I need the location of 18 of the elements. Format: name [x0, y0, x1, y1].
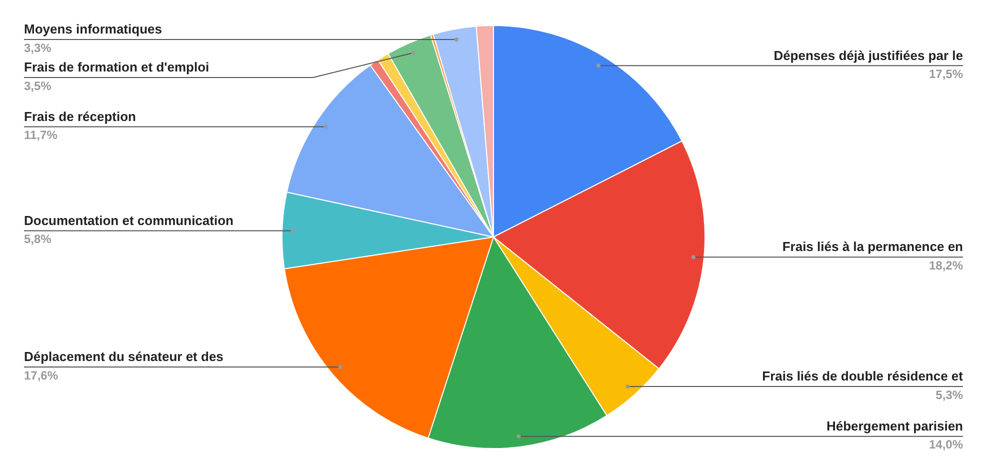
data-label: 17,5%: [928, 66, 964, 81]
slice-label: Frais liés à la permanence en: [782, 239, 964, 254]
data-label: 3,3%: [24, 40, 52, 55]
data-label: 18,2%: [928, 258, 964, 272]
slice-label: Hébergement parisien: [826, 418, 964, 434]
slice-label: Frais de réception: [24, 108, 136, 124]
slice-label: Moyens informatiques: [24, 22, 162, 37]
data-label: 11,7%: [24, 128, 58, 142]
slice-label: Déplacement du sénateur et des: [24, 349, 224, 364]
slice-label: Frais de formation et d'emploi: [24, 60, 210, 75]
data-label: 5,3%: [936, 388, 964, 402]
data-label: 5,8%: [24, 232, 52, 246]
slice-label: Documentation et communication: [24, 212, 234, 228]
slice-label: Dépenses déjà justifiées par le: [774, 48, 963, 63]
data-label: 3,5%: [24, 78, 52, 93]
data-label: 14,0%: [928, 438, 964, 452]
slice-label: Frais liés de double résidence et: [762, 368, 964, 384]
data-label: 17,6%: [24, 368, 58, 382]
